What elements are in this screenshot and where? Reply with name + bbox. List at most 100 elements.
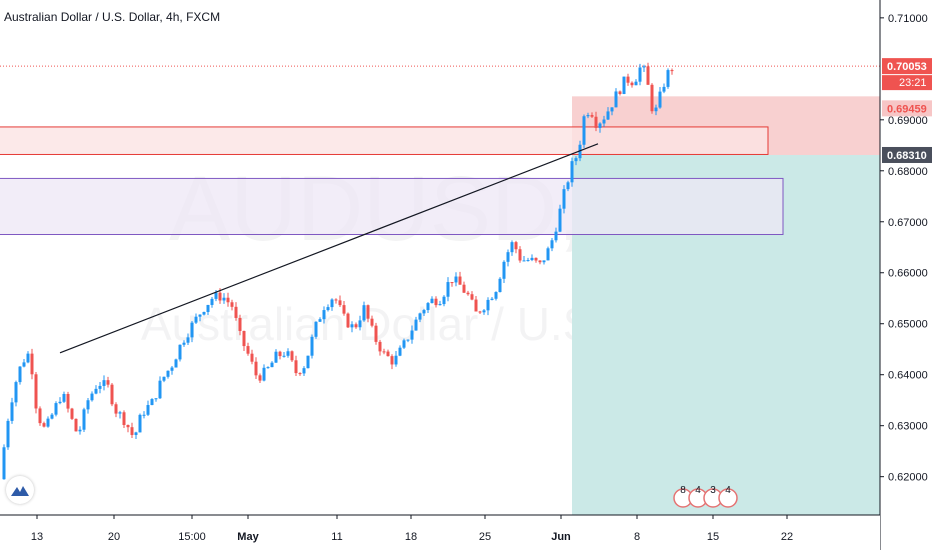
- candle-body[interactable]: [78, 429, 82, 432]
- candle-body[interactable]: [234, 306, 238, 318]
- candle-body[interactable]: [542, 260, 546, 263]
- candle-body[interactable]: [134, 432, 138, 435]
- candle-body[interactable]: [186, 337, 190, 343]
- candle-body[interactable]: [386, 351, 390, 357]
- candle-body[interactable]: [14, 382, 18, 403]
- candle-body[interactable]: [94, 388, 98, 394]
- candle-body[interactable]: [150, 399, 154, 406]
- candle-body[interactable]: [406, 339, 410, 341]
- candle-body[interactable]: [578, 144, 582, 159]
- candle-body[interactable]: [166, 370, 170, 377]
- candle-body[interactable]: [222, 297, 226, 301]
- candle-body[interactable]: [278, 351, 282, 357]
- candle-body[interactable]: [394, 355, 398, 365]
- candle-body[interactable]: [446, 282, 450, 297]
- candle-body[interactable]: [246, 346, 250, 354]
- candle-body[interactable]: [650, 84, 654, 112]
- candle-body[interactable]: [194, 316, 198, 323]
- candle-body[interactable]: [86, 400, 90, 410]
- candle-body[interactable]: [366, 305, 370, 319]
- candle-body[interactable]: [162, 376, 166, 381]
- candle-body[interactable]: [106, 380, 110, 385]
- candle-body[interactable]: [202, 311, 206, 315]
- candle-body[interactable]: [622, 76, 626, 94]
- candle-body[interactable]: [478, 311, 482, 313]
- candle-body[interactable]: [374, 325, 378, 342]
- candle-body[interactable]: [514, 242, 518, 250]
- candle-body[interactable]: [626, 76, 630, 83]
- candle-body[interactable]: [62, 393, 66, 402]
- candle-body[interactable]: [526, 260, 530, 262]
- candle-body[interactable]: [558, 208, 562, 232]
- candle-body[interactable]: [422, 310, 426, 314]
- candle-body[interactable]: [330, 299, 334, 308]
- candle-body[interactable]: [198, 314, 202, 317]
- candle-body[interactable]: [354, 324, 358, 328]
- candle-body[interactable]: [442, 296, 446, 305]
- candle-body[interactable]: [390, 356, 394, 365]
- support-zone[interactable]: [0, 177, 784, 236]
- candle-body[interactable]: [586, 115, 590, 117]
- candle-body[interactable]: [434, 298, 438, 306]
- candle-body[interactable]: [594, 116, 598, 128]
- candle-body[interactable]: [258, 375, 262, 381]
- candle-body[interactable]: [658, 91, 662, 108]
- candle-body[interactable]: [346, 313, 350, 328]
- candle-body[interactable]: [470, 294, 474, 300]
- candle-body[interactable]: [22, 362, 26, 367]
- candle-body[interactable]: [398, 347, 402, 356]
- candle-body[interactable]: [506, 252, 510, 262]
- candle-body[interactable]: [522, 260, 526, 262]
- candle-body[interactable]: [610, 107, 614, 112]
- candle-body[interactable]: [538, 260, 542, 263]
- price-axis-panel[interactable]: [880, 0, 932, 550]
- candle-body[interactable]: [82, 409, 86, 430]
- candle-body[interactable]: [178, 344, 182, 360]
- candle-body[interactable]: [462, 284, 466, 293]
- candle-body[interactable]: [282, 355, 286, 357]
- candle-body[interactable]: [98, 385, 102, 389]
- candle-body[interactable]: [214, 292, 218, 299]
- candle-body[interactable]: [338, 300, 342, 306]
- candle-body[interactable]: [582, 116, 586, 145]
- candle-body[interactable]: [74, 418, 78, 432]
- candle-body[interactable]: [666, 70, 670, 87]
- candle-body[interactable]: [618, 91, 622, 94]
- candle-body[interactable]: [230, 302, 234, 307]
- candle-body[interactable]: [402, 340, 406, 348]
- candle-body[interactable]: [102, 380, 106, 386]
- candle-body[interactable]: [546, 248, 550, 261]
- candle-body[interactable]: [562, 189, 566, 209]
- candle-body[interactable]: [298, 373, 302, 375]
- candle-body[interactable]: [314, 321, 318, 337]
- candle-body[interactable]: [450, 282, 454, 284]
- candle-body[interactable]: [54, 403, 58, 415]
- candle-body[interactable]: [646, 66, 650, 85]
- candle-body[interactable]: [114, 404, 118, 414]
- candle-body[interactable]: [66, 393, 70, 409]
- candle-body[interactable]: [182, 342, 186, 345]
- candle-body[interactable]: [486, 299, 490, 311]
- candle-body[interactable]: [534, 257, 538, 261]
- candle-body[interactable]: [146, 405, 150, 415]
- candle-body[interactable]: [58, 401, 62, 404]
- candle-body[interactable]: [474, 299, 478, 312]
- time-axis-panel[interactable]: [0, 515, 880, 550]
- candle-body[interactable]: [630, 82, 634, 86]
- candle-body[interactable]: [530, 257, 534, 261]
- candle-body[interactable]: [570, 161, 574, 183]
- candle-body[interactable]: [294, 360, 298, 374]
- candle-body[interactable]: [454, 276, 458, 283]
- candle-body[interactable]: [498, 278, 502, 293]
- candle-body[interactable]: [10, 402, 14, 421]
- candle-body[interactable]: [414, 319, 418, 331]
- candle-body[interactable]: [358, 320, 362, 328]
- candle-body[interactable]: [138, 414, 142, 433]
- candle-body[interactable]: [634, 81, 638, 86]
- candle-body[interactable]: [262, 367, 266, 381]
- candle-body[interactable]: [218, 292, 222, 301]
- candle-body[interactable]: [34, 374, 38, 409]
- candle-body[interactable]: [554, 231, 558, 241]
